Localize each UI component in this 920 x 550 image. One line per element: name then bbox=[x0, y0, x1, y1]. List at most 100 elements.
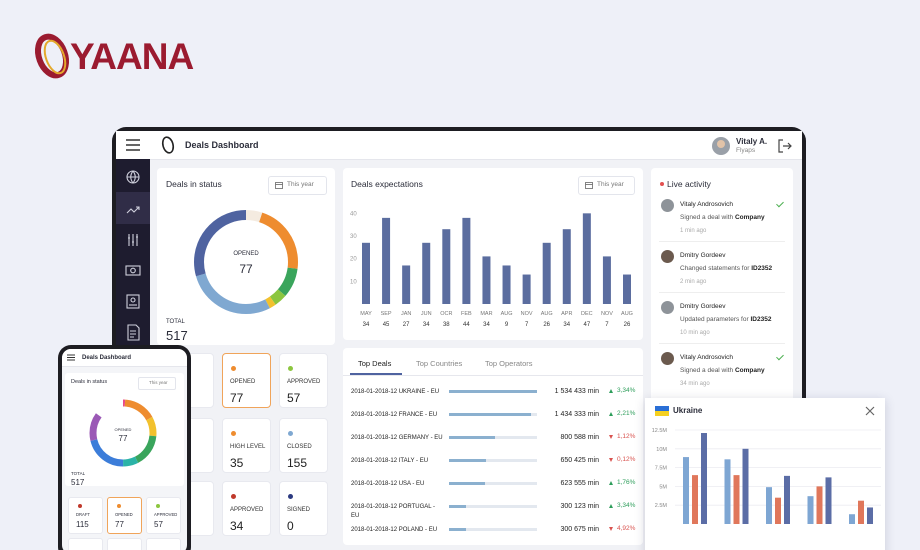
deal-unit: min bbox=[587, 434, 599, 441]
phone-title: Deals Dashboard bbox=[82, 355, 132, 361]
deal-change: 2,21% bbox=[617, 410, 636, 417]
count-label: 34 bbox=[423, 322, 430, 328]
app-title: Deals Dashboard bbox=[185, 140, 259, 150]
deal-value-box: 800 588 min bbox=[519, 434, 599, 441]
activity-name: Dmitry Gordeev bbox=[680, 252, 726, 259]
deal-name: 2018-01-2018-12 UKRAINE - EU bbox=[351, 389, 440, 395]
tab[interactable]: Top Operators bbox=[485, 359, 533, 368]
phone-panel bbox=[65, 373, 184, 486]
status-value: 155 bbox=[287, 456, 308, 470]
activity-avatar bbox=[661, 250, 674, 263]
expectations-chart: 10 20 30 40 MAY 34 SEP 45 JAN 27 JUN 34 OCR 38 FEB 44 MA… bbox=[350, 211, 633, 328]
x-tick-label: AUG bbox=[541, 311, 553, 317]
period-label: This year bbox=[287, 181, 314, 188]
activity-action: Changed statements for bbox=[680, 265, 750, 272]
activity-line: Signed a deal with Company bbox=[680, 367, 765, 375]
trend-arrow bbox=[609, 504, 613, 508]
status-label: OPENED bbox=[230, 379, 256, 385]
x-tick-label: APR bbox=[561, 311, 572, 317]
activity-target: ID2352 bbox=[750, 316, 772, 323]
count-label: 7 bbox=[525, 322, 529, 328]
status-card: HIGH LEVEL 35 bbox=[222, 418, 271, 473]
phone-card bbox=[146, 538, 181, 550]
status-label: SIGNED bbox=[287, 507, 311, 513]
ukraine-chart: 2.5M 5M 7.5M 10M 12.5M bbox=[652, 428, 881, 524]
deal-bar bbox=[449, 459, 487, 462]
phone-menu-icon[interactable] bbox=[66, 353, 76, 362]
period-label: This year bbox=[597, 181, 624, 188]
status-card: SIGNED 0 bbox=[279, 481, 328, 536]
trend-arrow bbox=[609, 412, 613, 416]
deal-change: 3,34% bbox=[617, 387, 636, 394]
close-button[interactable] bbox=[864, 405, 876, 417]
bar-track bbox=[449, 505, 537, 508]
status-card: OPENED 77 bbox=[222, 353, 271, 408]
tab[interactable]: Top Countries bbox=[416, 359, 463, 368]
deal-value: 623 555 bbox=[560, 480, 586, 487]
header-icons[interactable] bbox=[120, 133, 180, 157]
deal-change: 4,92% bbox=[617, 525, 636, 532]
period-button[interactable]: This year bbox=[578, 176, 635, 195]
activity-action: Signed a deal with bbox=[680, 214, 734, 221]
x-tick-label: JAN bbox=[401, 311, 411, 317]
bar bbox=[849, 514, 855, 524]
period-button[interactable]: This year bbox=[268, 176, 327, 195]
status-value: 35 bbox=[230, 456, 244, 470]
x-tick-label: SEP bbox=[381, 311, 392, 317]
x-tick-label: AUG bbox=[621, 311, 633, 317]
bar bbox=[784, 475, 790, 524]
activity-avatar bbox=[661, 301, 674, 314]
bar-track bbox=[449, 528, 537, 531]
phone-card bbox=[107, 538, 142, 550]
bar bbox=[858, 500, 864, 524]
live-dot bbox=[660, 182, 664, 186]
deal-bar bbox=[449, 505, 467, 508]
activity-line: Updated parameters for ID2352 bbox=[680, 316, 772, 324]
activity-line: Changed statements for ID2352 bbox=[680, 265, 773, 273]
activity-action: Signed a deal with bbox=[680, 367, 734, 374]
phone-card-label: APPROVED bbox=[154, 512, 178, 517]
status-value: 34 bbox=[230, 519, 244, 533]
phone-card-dot bbox=[117, 504, 121, 508]
deal-value: 300 675 bbox=[560, 526, 586, 533]
popup-title: Ukraine bbox=[673, 406, 703, 415]
phone-card-value: 77 bbox=[115, 520, 124, 529]
count-label: 27 bbox=[403, 322, 410, 328]
count-label: 34 bbox=[483, 322, 490, 328]
phone-period-button[interactable]: This year bbox=[138, 377, 176, 390]
check-icon bbox=[776, 352, 784, 361]
trend-arrow bbox=[609, 481, 613, 485]
deal-value: 1 434 333 bbox=[554, 411, 586, 418]
activity-target: Company bbox=[734, 367, 765, 374]
deal-bar bbox=[449, 413, 532, 416]
activity-target: ID2352 bbox=[751, 265, 773, 272]
phone-header bbox=[62, 349, 187, 367]
bar bbox=[683, 457, 689, 524]
deal-value-box: 1 534 433 min bbox=[519, 388, 599, 395]
x-tick-label: DEC bbox=[581, 311, 593, 317]
status-card: APPROVED 34 bbox=[222, 481, 271, 536]
count-label: 26 bbox=[543, 322, 550, 328]
status-card: APPROVED 57 bbox=[279, 353, 328, 408]
trend-arrow bbox=[609, 458, 613, 462]
count-label: 7 bbox=[605, 322, 609, 328]
deal-change: 3,34% bbox=[617, 502, 636, 509]
live-activity-panel: Live activity Vitaly Androsovich Signed a… bbox=[651, 168, 793, 408]
logout-icon[interactable] bbox=[776, 138, 792, 154]
deal-value: 1 534 433 bbox=[554, 388, 586, 395]
status-donut bbox=[194, 210, 298, 314]
status-value: 0 bbox=[287, 519, 294, 533]
deal-name: 2018-01-2018-12 FRANCE - EU bbox=[351, 412, 438, 418]
activity-action: Updated parameters for bbox=[680, 316, 749, 323]
tab[interactable]: Top Deals bbox=[358, 359, 392, 368]
y-tick-label: 5M bbox=[659, 484, 667, 490]
status-value: 77 bbox=[230, 391, 244, 405]
x-tick-label: AUG bbox=[501, 311, 513, 317]
trend-arrow bbox=[609, 435, 613, 439]
panel-title: Live activity bbox=[667, 179, 711, 189]
bar bbox=[362, 242, 370, 304]
calendar-icon bbox=[585, 182, 593, 189]
calendar-icon bbox=[275, 182, 283, 189]
y-tick-label: 10M bbox=[656, 447, 667, 453]
activity-avatar bbox=[661, 199, 674, 212]
